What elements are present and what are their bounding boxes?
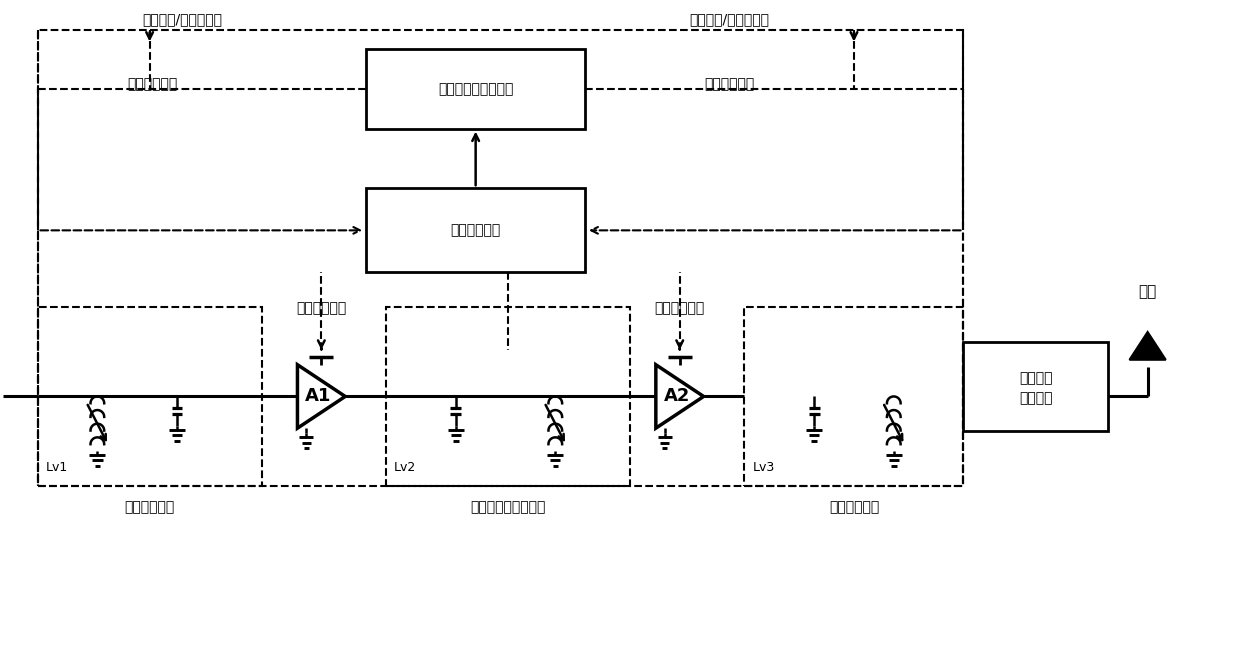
Text: Lv1: Lv1 — [46, 461, 68, 474]
Bar — [744, 307, 963, 486]
Text: Lv2: Lv2 — [394, 461, 417, 474]
Text: 变换网络: 变换网络 — [1019, 391, 1053, 405]
Text: 可变电感/变压器调节: 可变电感/变压器调节 — [141, 13, 222, 26]
Text: 晶体管放大器: 晶体管放大器 — [296, 301, 346, 315]
Bar — [386, 307, 630, 486]
Text: A2: A2 — [663, 387, 689, 405]
Bar — [37, 307, 262, 486]
Text: Lv3: Lv3 — [753, 461, 775, 474]
Text: 输入阻抗匹配: 输入阻抗匹配 — [124, 500, 175, 514]
Text: 控制及偏置产生电路: 控制及偏置产生电路 — [438, 82, 513, 96]
Text: 天线阻抗: 天线阻抗 — [1019, 371, 1053, 385]
Polygon shape — [1130, 332, 1166, 359]
Bar — [366, 50, 585, 128]
Text: 晶体管放大器: 晶体管放大器 — [655, 301, 704, 315]
Bar — [37, 30, 963, 486]
Text: A1: A1 — [305, 387, 331, 405]
Bar — [366, 188, 585, 273]
Text: 偏置控制信号: 偏置控制信号 — [126, 77, 177, 91]
Text: 可变电感/变压器调节: 可变电感/变压器调节 — [689, 13, 770, 26]
Text: 偏置控制信号: 偏置控制信号 — [704, 77, 755, 91]
Text: 输出阻抗匹配: 输出阻抗匹配 — [828, 500, 879, 514]
Bar — [963, 342, 1107, 431]
Text: 包络检测电路: 包络检测电路 — [450, 223, 501, 238]
Text: 级间耦合与匹配网络: 级间耦合与匹配网络 — [470, 500, 546, 514]
Text: 天线: 天线 — [1138, 284, 1157, 299]
